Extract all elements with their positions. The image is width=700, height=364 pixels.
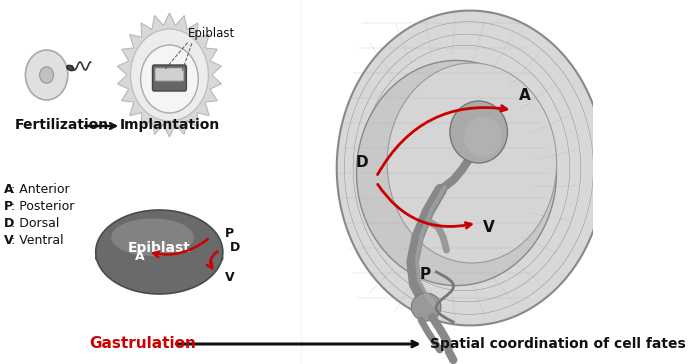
Text: P: P <box>4 200 13 213</box>
Ellipse shape <box>387 63 556 263</box>
Text: D: D <box>230 241 240 254</box>
Text: Epiblast: Epiblast <box>188 27 235 40</box>
Polygon shape <box>118 13 221 137</box>
Polygon shape <box>356 60 556 285</box>
Text: : Dorsal: : Dorsal <box>11 217 60 230</box>
Ellipse shape <box>96 245 223 270</box>
Text: V: V <box>483 220 495 235</box>
Ellipse shape <box>96 210 223 294</box>
FancyBboxPatch shape <box>153 65 186 91</box>
Text: Fertilization: Fertilization <box>15 118 109 132</box>
Polygon shape <box>337 11 604 325</box>
Ellipse shape <box>464 117 502 157</box>
Text: Epiblast: Epiblast <box>128 241 190 255</box>
Ellipse shape <box>96 245 223 266</box>
Ellipse shape <box>96 243 223 264</box>
Text: A: A <box>519 88 530 103</box>
Ellipse shape <box>96 245 223 265</box>
Text: Implantation: Implantation <box>119 118 220 132</box>
Circle shape <box>25 50 68 100</box>
Circle shape <box>141 45 198 113</box>
Ellipse shape <box>96 242 223 264</box>
Text: V: V <box>225 271 234 284</box>
Text: A: A <box>4 183 14 196</box>
Text: P: P <box>420 267 431 282</box>
Text: A: A <box>135 250 145 263</box>
Ellipse shape <box>96 244 223 265</box>
Text: : Posterior: : Posterior <box>11 200 74 213</box>
Ellipse shape <box>450 101 508 163</box>
Text: : Ventral: : Ventral <box>11 234 64 247</box>
Text: V: V <box>4 234 14 247</box>
Text: Gastrulation: Gastrulation <box>89 336 196 352</box>
Ellipse shape <box>96 245 223 266</box>
Text: P: P <box>225 227 234 240</box>
Text: D: D <box>4 217 15 230</box>
Text: D: D <box>356 155 368 170</box>
Ellipse shape <box>96 246 223 267</box>
Ellipse shape <box>412 293 441 321</box>
Text: : Anterior: : Anterior <box>11 183 69 196</box>
Circle shape <box>40 67 54 83</box>
Ellipse shape <box>111 218 194 256</box>
Ellipse shape <box>66 65 74 71</box>
Text: Spatial coordination of cell fates: Spatial coordination of cell fates <box>430 337 686 351</box>
Ellipse shape <box>96 244 223 265</box>
Circle shape <box>130 29 209 121</box>
FancyBboxPatch shape <box>155 68 184 81</box>
